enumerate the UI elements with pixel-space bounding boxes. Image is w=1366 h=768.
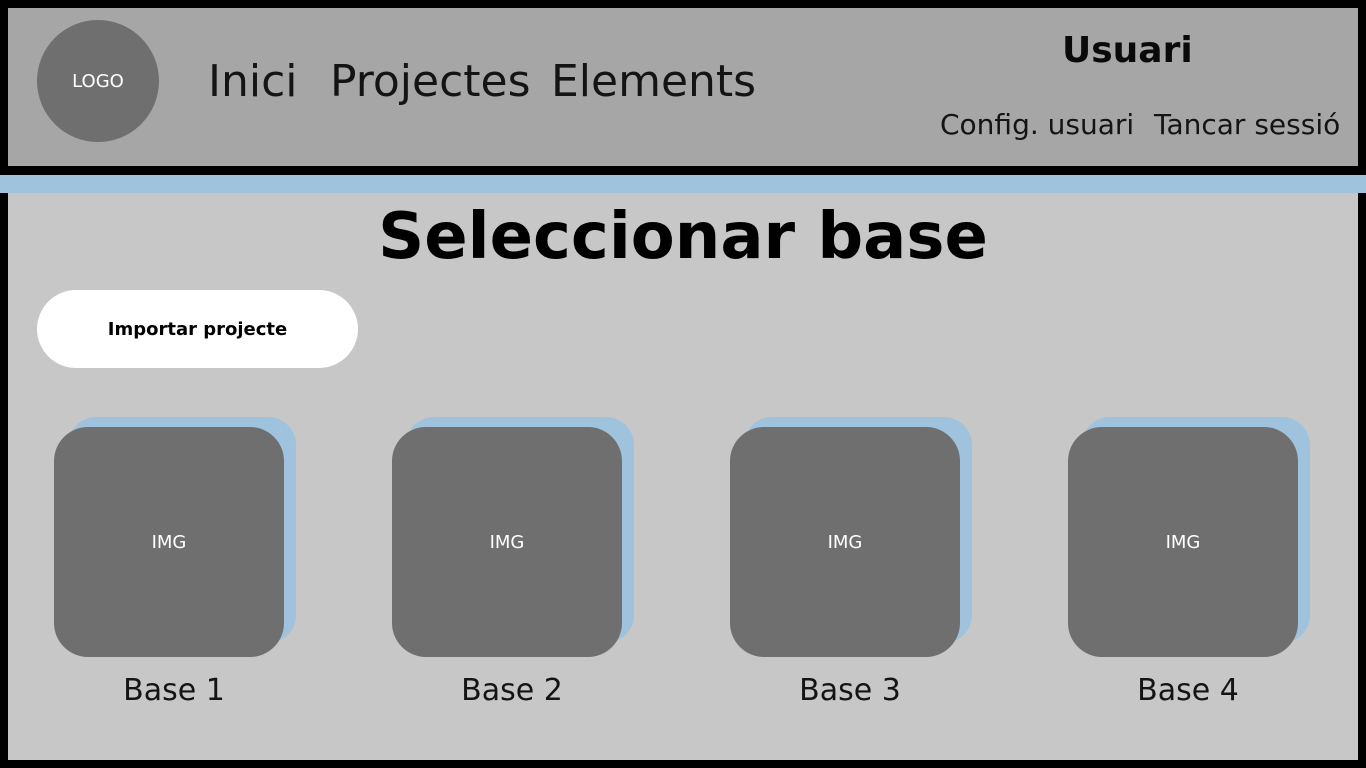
base-label: Base 3	[799, 673, 901, 708]
nav-item-inici[interactable]: Inici	[208, 56, 298, 107]
accent-divider	[0, 175, 1366, 193]
page-title: Seleccionar base	[378, 200, 988, 274]
base-card-1[interactable]: IMG Base 1	[54, 417, 298, 717]
base-card-3[interactable]: IMG Base 3	[730, 417, 974, 717]
header-bar: LOGO Inici Projectes Elements Usuari Con…	[8, 8, 1358, 166]
import-project-button[interactable]: Importar projecte	[37, 290, 358, 368]
logo-text: LOGO	[72, 70, 124, 92]
base-image-text: IMG	[151, 531, 187, 553]
main-content: Seleccionar base Importar projecte IMG B…	[8, 193, 1358, 760]
base-card-4[interactable]: IMG Base 4	[1068, 417, 1312, 717]
base-label: Base 2	[461, 673, 563, 708]
logout-link[interactable]: Tancar sessió	[1154, 108, 1341, 141]
logo[interactable]: LOGO	[37, 20, 159, 142]
base-image-placeholder: IMG	[392, 427, 622, 657]
base-card-2[interactable]: IMG Base 2	[392, 417, 636, 717]
base-label: Base 1	[123, 673, 225, 708]
base-label: Base 4	[1137, 673, 1239, 708]
base-image-text: IMG	[489, 531, 525, 553]
user-config-link[interactable]: Config. usuari	[940, 108, 1135, 141]
base-image-text: IMG	[1165, 531, 1201, 553]
base-image-placeholder: IMG	[730, 427, 960, 657]
base-image-placeholder: IMG	[1068, 427, 1298, 657]
nav-item-projectes[interactable]: Projectes	[330, 56, 531, 107]
base-image-text: IMG	[827, 531, 863, 553]
user-name: Usuari	[1062, 30, 1193, 71]
base-image-placeholder: IMG	[54, 427, 284, 657]
nav-item-elements[interactable]: Elements	[551, 56, 757, 107]
